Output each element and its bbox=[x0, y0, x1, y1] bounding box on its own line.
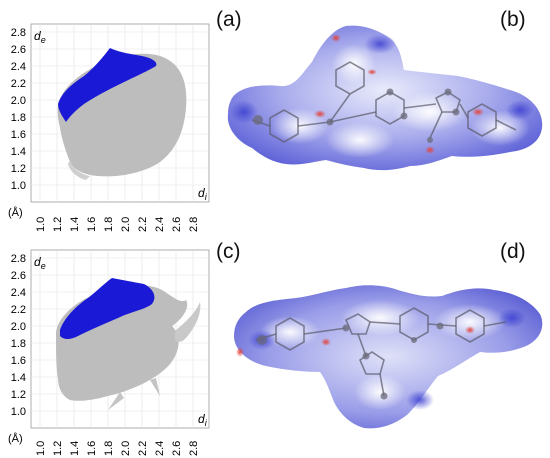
blue-region bbox=[230, 100, 258, 124]
svg-text:2.2: 2.2 bbox=[11, 304, 26, 316]
panel-label-a: (a) bbox=[216, 8, 242, 31]
unit-label: (Å) bbox=[8, 206, 23, 219]
svg-text:2.6: 2.6 bbox=[171, 217, 183, 232]
svg-text:1.8: 1.8 bbox=[11, 338, 26, 350]
white-region bbox=[326, 122, 394, 158]
fingerprint-scatter-edge bbox=[68, 160, 90, 180]
svg-text:1.8: 1.8 bbox=[11, 112, 26, 124]
svg-text:2.0: 2.0 bbox=[120, 441, 132, 456]
svg-text:1.4: 1.4 bbox=[11, 372, 26, 384]
svg-text:2.0: 2.0 bbox=[120, 217, 132, 232]
blue-region bbox=[364, 34, 396, 54]
svg-text:2.8: 2.8 bbox=[188, 217, 200, 232]
hirshfeld-surface-d bbox=[234, 285, 543, 429]
highlighted-contacts bbox=[60, 278, 155, 339]
svg-text:2.2: 2.2 bbox=[11, 78, 26, 90]
x-axis-label: di bbox=[198, 186, 208, 202]
y-tick-labels: 2.8 2.6 2.4 2.2 2.0 1.8 1.6 1.4 1.2 1.0 bbox=[11, 27, 26, 192]
svg-text:2.0: 2.0 bbox=[11, 321, 26, 333]
svg-text:2.4: 2.4 bbox=[11, 61, 26, 73]
svg-text:2.8: 2.8 bbox=[11, 27, 26, 39]
svg-text:1.6: 1.6 bbox=[11, 129, 26, 141]
atoms bbox=[257, 322, 444, 400]
svg-text:2.8: 2.8 bbox=[11, 253, 26, 265]
panel-label-d: (d) bbox=[500, 240, 526, 263]
y-axis-label: de bbox=[34, 29, 46, 45]
svg-text:2.2: 2.2 bbox=[137, 441, 149, 456]
svg-text:2.4: 2.4 bbox=[154, 441, 166, 456]
svg-text:1.6: 1.6 bbox=[11, 355, 26, 367]
white-region bbox=[340, 300, 420, 336]
red-contact-spot bbox=[465, 326, 475, 334]
svg-text:1.0: 1.0 bbox=[11, 180, 26, 192]
white-region bbox=[354, 374, 406, 410]
svg-text:1.0: 1.0 bbox=[11, 406, 26, 418]
svg-text:2.4: 2.4 bbox=[11, 287, 26, 299]
fingerprint-plot-c: de di 2.8 2.6 2.4 2.2 2.0 1.8 1.6 1.4 1.… bbox=[8, 249, 210, 456]
svg-text:1.6: 1.6 bbox=[86, 441, 98, 456]
svg-text:1.8: 1.8 bbox=[103, 217, 115, 232]
red-contact-spot bbox=[321, 338, 331, 346]
white-region bbox=[434, 304, 506, 340]
atoms bbox=[253, 88, 460, 143]
svg-text:1.4: 1.4 bbox=[69, 441, 81, 456]
highlighted-contacts bbox=[58, 48, 157, 122]
x-tick-labels: 1.0 1.2 1.4 1.6 1.8 2.0 2.2 2.4 2.6 2.8 bbox=[35, 217, 200, 232]
panel-label-b: (b) bbox=[500, 8, 526, 31]
blue-region bbox=[498, 308, 526, 328]
x-axis-label: di bbox=[198, 412, 208, 428]
svg-text:1.6: 1.6 bbox=[86, 217, 98, 232]
unit-label: (Å) bbox=[8, 432, 23, 445]
svg-text:1.2: 1.2 bbox=[11, 163, 26, 175]
svg-text:2.6: 2.6 bbox=[11, 44, 26, 56]
svg-text:1.8: 1.8 bbox=[103, 441, 115, 456]
hirshfeld-surface-b bbox=[227, 25, 543, 171]
svg-text:2.6: 2.6 bbox=[171, 441, 183, 456]
blue-region bbox=[506, 100, 534, 120]
fingerprint-tail bbox=[174, 302, 201, 342]
red-contact-spot bbox=[314, 110, 326, 118]
svg-text:2.6: 2.6 bbox=[11, 270, 26, 282]
svg-text:1.2: 1.2 bbox=[11, 389, 26, 401]
y-axis-label: de bbox=[34, 255, 46, 271]
red-contact-spot bbox=[425, 146, 435, 154]
svg-text:1.0: 1.0 bbox=[35, 217, 47, 232]
red-contact-spot bbox=[367, 69, 377, 75]
svg-text:1.2: 1.2 bbox=[52, 217, 64, 232]
fingerprint-plot-a: de di 2.8 2.6 2.4 2.2 2.0 1.8 1.6 1.4 1.… bbox=[8, 23, 210, 232]
red-contact-spot bbox=[331, 34, 341, 42]
fingerprint-spikes bbox=[108, 378, 160, 410]
svg-text:1.0: 1.0 bbox=[35, 441, 47, 456]
panel-label-c: (c) bbox=[216, 240, 241, 263]
svg-text:1.4: 1.4 bbox=[11, 146, 26, 158]
x-tick-labels: 1.0 1.2 1.4 1.6 1.8 2.0 2.2 2.4 2.6 2.8 bbox=[35, 441, 200, 456]
svg-text:1.2: 1.2 bbox=[52, 441, 64, 456]
svg-text:2.8: 2.8 bbox=[188, 441, 200, 456]
molecule-skeleton bbox=[255, 307, 507, 397]
red-contact-spot bbox=[472, 108, 484, 116]
white-region bbox=[392, 92, 468, 132]
svg-text:2.4: 2.4 bbox=[154, 217, 166, 232]
svg-text:1.4: 1.4 bbox=[69, 217, 81, 232]
red-contact-spot bbox=[236, 347, 244, 357]
svg-text:2.0: 2.0 bbox=[11, 95, 26, 107]
blue-region bbox=[406, 390, 434, 410]
svg-text:2.2: 2.2 bbox=[137, 217, 149, 232]
y-tick-labels: 2.8 2.6 2.4 2.2 2.0 1.8 1.6 1.4 1.2 1.0 bbox=[11, 253, 26, 418]
